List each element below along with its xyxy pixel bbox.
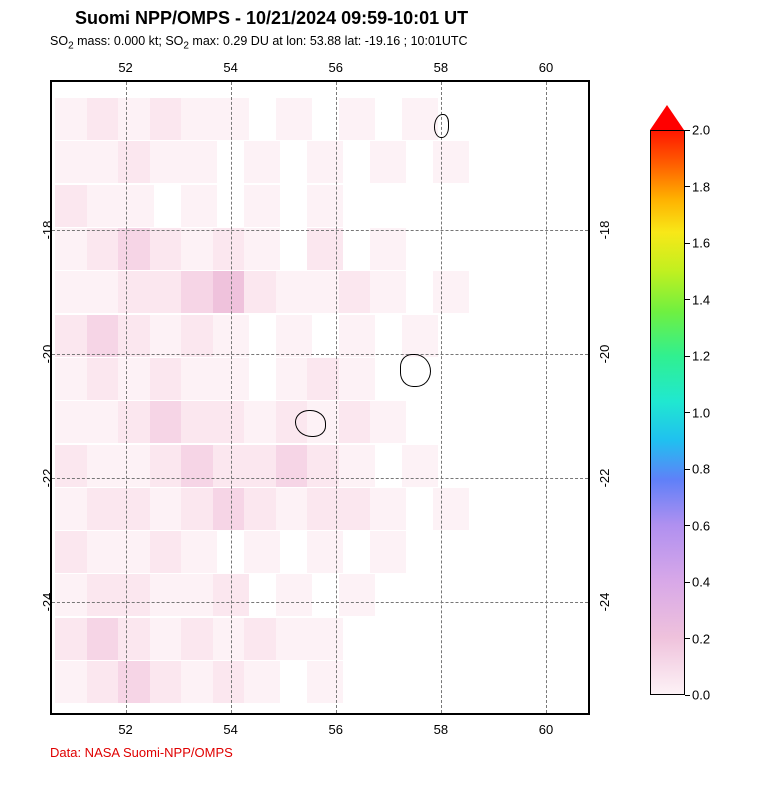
colorbar-tick-mark [685,412,690,413]
x-tick-label: 56 [329,722,343,737]
x-tick-label: 60 [539,722,553,737]
colorbar-tick-mark [685,695,690,696]
grid-line-vertical [126,82,127,713]
colorbar-tick-mark [685,130,690,131]
grid-line-vertical [336,82,337,713]
colorbar-tick-label: 0.2 [692,631,710,646]
heatmap-pixel [402,445,438,487]
heatmap-pixel [339,574,375,616]
colorbar-tick-label: 0.6 [692,518,710,533]
colorbar-bar [650,130,685,695]
subtitle-t2: mass: 0.000 kt; SO [74,34,184,48]
heatmap-pixel [339,445,375,487]
colorbar-tick-mark [685,243,690,244]
heatmap-pixel [118,185,154,227]
heatmap-pixel [181,141,217,183]
heatmap-pixel [402,98,438,140]
grid-line-vertical [231,82,232,713]
subtitle-t1: SO [50,34,68,48]
heatmap-pixel [276,98,312,140]
heatmap-pixel [307,141,343,183]
map-inner [52,82,588,713]
y-tick-label: -22 [40,469,55,488]
colorbar-tick-mark [685,582,690,583]
heatmap-pixel [244,531,280,573]
colorbar-tick-label: 2.0 [692,123,710,138]
island-rodrigues [434,114,449,138]
x-tick-label: 52 [118,722,132,737]
colorbar-tick-label: 1.2 [692,349,710,364]
heatmap-pixel [244,228,280,270]
heatmap-pixel [370,531,406,573]
x-tick-label: 58 [434,60,448,75]
heatmap-pixel [433,488,469,530]
grid-line-horizontal [52,602,588,603]
heatmap-pixel [276,315,312,357]
colorbar-tick-label: 0.4 [692,575,710,590]
chart-subtitle: SO2 mass: 0.000 kt; SO2 max: 0.29 DU at … [50,34,468,52]
grid-line-horizontal [52,478,588,479]
heatmap-pixel [370,488,406,530]
x-tick-label: 58 [434,722,448,737]
colorbar [650,105,685,695]
heatmap-pixel [244,661,280,703]
grid-line-vertical [441,82,442,713]
colorbar-tick-mark [685,469,690,470]
colorbar-tick-label: 1.6 [692,236,710,251]
heatmap-pixel [370,228,406,270]
grid-line-vertical [546,82,547,713]
heatmap-pixel [181,185,217,227]
heatmap-pixel [244,185,280,227]
x-tick-label: 56 [329,60,343,75]
heatmap-pixel [370,271,406,313]
heatmap-pixel [433,141,469,183]
heatmap-pixel [307,531,343,573]
y-tick-label: -18 [597,221,612,240]
colorbar-tick-label: 1.8 [692,179,710,194]
colorbar-tick-mark [685,638,690,639]
grid-line-horizontal [52,230,588,231]
y-tick-label: -24 [40,592,55,611]
map-frame [50,80,590,715]
colorbar-tick-mark [685,299,690,300]
heatmap-pixel [307,228,343,270]
y-tick-label: -22 [597,469,612,488]
colorbar-tick-label: 1.0 [692,405,710,420]
x-tick-label: 52 [118,60,132,75]
island-mauritius [400,354,431,387]
y-tick-label: -18 [40,221,55,240]
heatmap-pixel [370,401,406,443]
x-tick-label: 54 [223,60,237,75]
heatmap-pixel [276,574,312,616]
y-tick-label: -20 [40,345,55,364]
colorbar-tick-mark [685,186,690,187]
heatmap-pixel [339,315,375,357]
heatmap-pixel [339,358,375,400]
grid-line-horizontal [52,354,588,355]
colorbar-tick-label: 1.4 [692,292,710,307]
heatmap-pixel [370,141,406,183]
x-tick-label: 54 [223,722,237,737]
data-credit: Data: NASA Suomi-NPP/OMPS [50,745,233,760]
subtitle-t3: max: 0.29 DU at lon: 53.88 lat: -19.16 ;… [189,34,468,48]
heatmap-pixel [339,98,375,140]
chart-title: Suomi NPP/OMPS - 10/21/2024 09:59-10:01 … [75,8,468,29]
heatmap-pixel [181,531,217,573]
heatmap-pixel [433,271,469,313]
colorbar-tick-mark [685,525,690,526]
heatmap-pixel [307,661,343,703]
colorbar-tick-mark [685,356,690,357]
island-reunion [295,410,326,437]
colorbar-arrow-icon [650,105,684,130]
heatmap-pixel [402,315,438,357]
y-tick-label: -20 [597,345,612,364]
colorbar-tick-label: 0.0 [692,688,710,703]
y-tick-label: -24 [597,592,612,611]
colorbar-tick-label: 0.8 [692,462,710,477]
x-tick-label: 60 [539,60,553,75]
heatmap-pixel [307,618,343,660]
heatmap-pixel [307,185,343,227]
heatmap-pixel [244,141,280,183]
